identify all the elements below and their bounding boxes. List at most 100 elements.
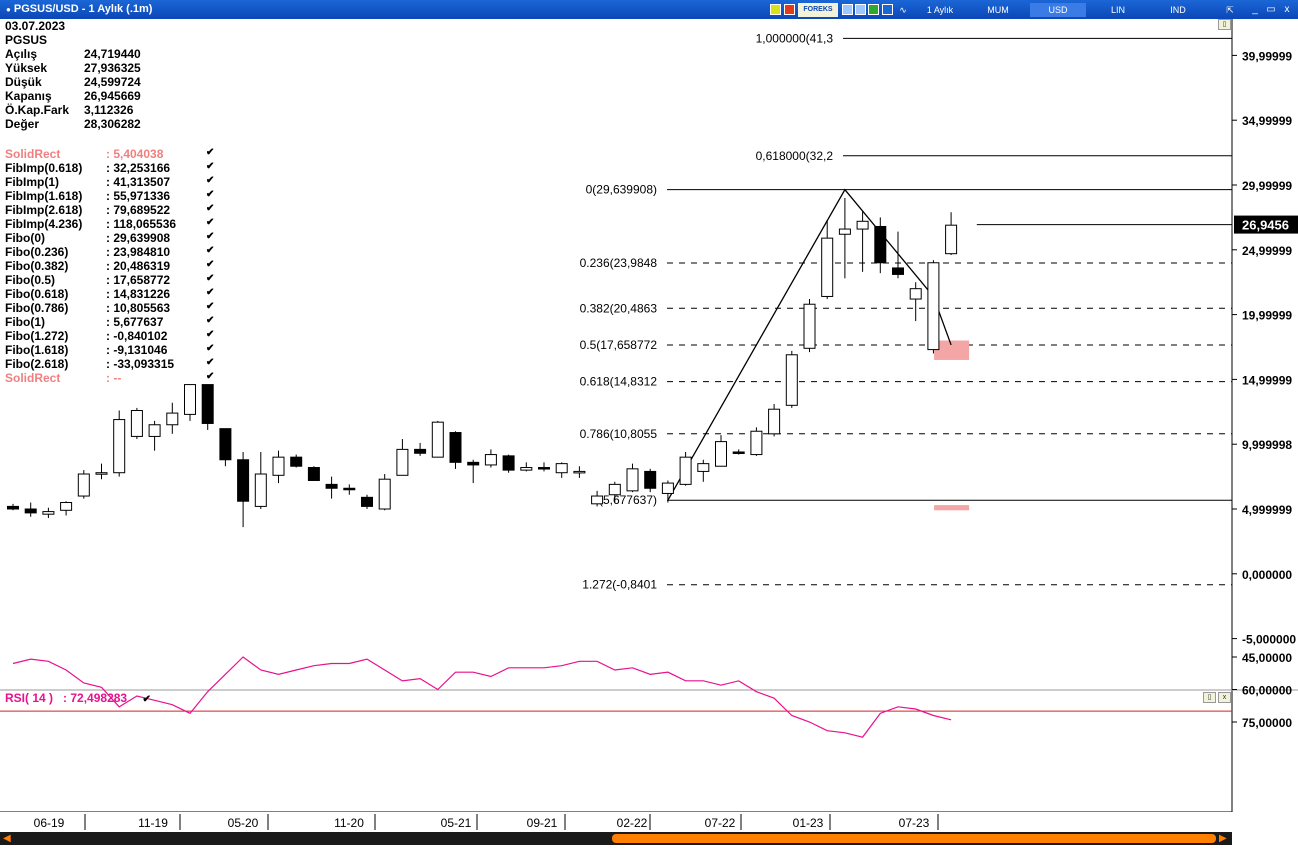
ohlc-info-panel: 03.07.2023 PGSUS Açılış 24,719440 Yüksek 27… [5, 19, 141, 131]
indicator-check-icon[interactable]: ✔ [206, 329, 215, 340]
candle-body [130, 410, 143, 437]
candle [484, 449, 497, 468]
expand-icon[interactable]: ⇱ [1226, 5, 1234, 15]
indicator-value: : 23,984810 [106, 245, 171, 259]
candle-body [184, 384, 196, 415]
rsi-value: : 72,498283 [63, 691, 128, 705]
indicator-name: Fibo(0) [5, 231, 45, 245]
scroll-left-icon[interactable]: ◀ [3, 833, 11, 844]
candle-body [484, 454, 497, 466]
minimize-button[interactable]: _ [1252, 4, 1258, 15]
candle [874, 217, 887, 274]
compare-icon[interactable] [855, 4, 866, 15]
toolbar-currency[interactable]: USD [1030, 3, 1086, 17]
info-row: Yüksek 27,936325 [5, 61, 141, 75]
indicator-name: SolidRect [5, 147, 61, 161]
indicator-name: FibImp(1) [5, 175, 59, 189]
scroll-thumb[interactable] [612, 834, 1216, 843]
indicator-check-icon[interactable]: ✔ [206, 161, 215, 172]
rsi-tick-label: 45,00000 [1242, 651, 1292, 665]
rsi-label: RSI( 14 ) [5, 691, 54, 705]
close-button[interactable]: x [1284, 4, 1290, 15]
info-row: Açılış 24,719440 [5, 47, 141, 61]
info-key: Ö.Kap.Fark [5, 103, 70, 117]
candle [591, 490, 604, 507]
toolbar-candle[interactable]: MUM [987, 5, 1009, 15]
indicator-check-icon[interactable]: ✔ [206, 287, 215, 298]
indicator-check-icon[interactable]: ✔ [206, 371, 215, 382]
fibo-level-label: 0(29,639908) [586, 183, 657, 197]
horizontal-scrollbar[interactable]: ◀ ▶ [0, 832, 1232, 845]
candle-body [7, 505, 19, 510]
indicator-check-icon[interactable]: ✔ [206, 203, 215, 214]
candle-body [927, 262, 940, 351]
indicator-name: FibImp(1.618) [5, 189, 83, 203]
candle-body [591, 495, 604, 505]
pen-icon[interactable] [868, 4, 879, 15]
info-row: Kapanış 26,945669 [5, 89, 141, 103]
candle [945, 212, 958, 255]
candle-body [626, 468, 639, 492]
scroll-right-icon[interactable]: ▶ [1219, 833, 1227, 844]
indicator-check-icon[interactable]: ✔ [206, 217, 215, 228]
last-price-label: 26,9456 [1242, 218, 1289, 233]
indicator-check-icon[interactable]: ✔ [206, 189, 215, 200]
indicator-check-icon[interactable]: ✔ [206, 231, 215, 242]
candle-body [431, 421, 444, 458]
price-tick-label: 19,99999 [1242, 309, 1292, 323]
info-row: Değer 28,306282 [5, 117, 141, 131]
info-key: Kapanış [5, 89, 52, 103]
candle-body [750, 430, 763, 456]
candle-body [909, 288, 922, 300]
candle-body [838, 228, 851, 235]
candle [715, 435, 727, 467]
indicator-name: Fibo(0.5) [5, 273, 55, 287]
settings-icon[interactable] [842, 4, 853, 15]
candle [378, 474, 391, 511]
info-value: 24,599724 [84, 75, 141, 89]
indicator-check-icon[interactable]: ✔ [206, 343, 215, 354]
x-tick-label: 07-22 [705, 816, 736, 830]
title-bar: ● PGSUS/USD - 1 Aylık (.1m) FOREKS ∿ 1 A… [0, 0, 1298, 19]
info-date: 03.07.2023 [5, 19, 66, 33]
toolbar-period[interactable]: 1 Aylık [926, 5, 954, 15]
indicator-check-icon[interactable]: ✔ [206, 315, 215, 326]
toolbar-indicators[interactable]: IND [1170, 5, 1186, 15]
indicator-check-icon[interactable]: ✔ [206, 357, 215, 368]
rsi-check-icon[interactable]: ✔ [142, 694, 151, 705]
close-chart-icon[interactable] [784, 4, 795, 15]
toolbar-linear[interactable]: LIN [1110, 5, 1125, 15]
candle [42, 507, 55, 519]
indicator-check-icon[interactable]: ✔ [206, 259, 215, 270]
x-tick-label: 11-20 [334, 816, 364, 830]
candle-body [768, 408, 781, 435]
candle [361, 494, 373, 509]
x-tick-label: 09-21 [527, 816, 558, 830]
candle-body [644, 470, 657, 489]
candle [608, 481, 621, 503]
window-title-text: PGSUS/USD - 1 Aylık (.1m) [13, 3, 153, 15]
rsi-pane-close-icon[interactable]: x [1218, 692, 1231, 703]
candle [661, 480, 674, 503]
rsi-pane-menu-icon[interactable]: ▯ [1203, 692, 1216, 703]
candle-body [60, 502, 73, 511]
indicator-value: : 32,253166 [106, 161, 171, 175]
indicator-check-icon[interactable]: ✔ [206, 175, 215, 186]
indicator-check-icon[interactable]: ✔ [206, 147, 215, 158]
maximize-button[interactable]: ▭ [1266, 4, 1276, 15]
indicator-check-icon[interactable]: ✔ [206, 301, 215, 312]
indicator-check-icon[interactable]: ✔ [206, 273, 215, 284]
main-pane-menu-icon[interactable]: ▯ [1218, 19, 1231, 30]
price-tick-label: 14,99999 [1242, 373, 1292, 387]
line-icon[interactable]: ∿ [899, 5, 907, 15]
chart-icon[interactable] [770, 4, 781, 15]
candle-body [396, 448, 409, 476]
indicator-check-icon[interactable]: ✔ [206, 245, 215, 256]
rsi-line [12, 656, 952, 738]
indicator-value: : 17,658772 [106, 273, 171, 287]
fibo-level-label: 1.272(-0,8401 [582, 578, 657, 592]
navigate-icon[interactable] [882, 4, 893, 15]
candle [838, 197, 851, 279]
candle [431, 420, 444, 458]
candle [77, 470, 90, 499]
